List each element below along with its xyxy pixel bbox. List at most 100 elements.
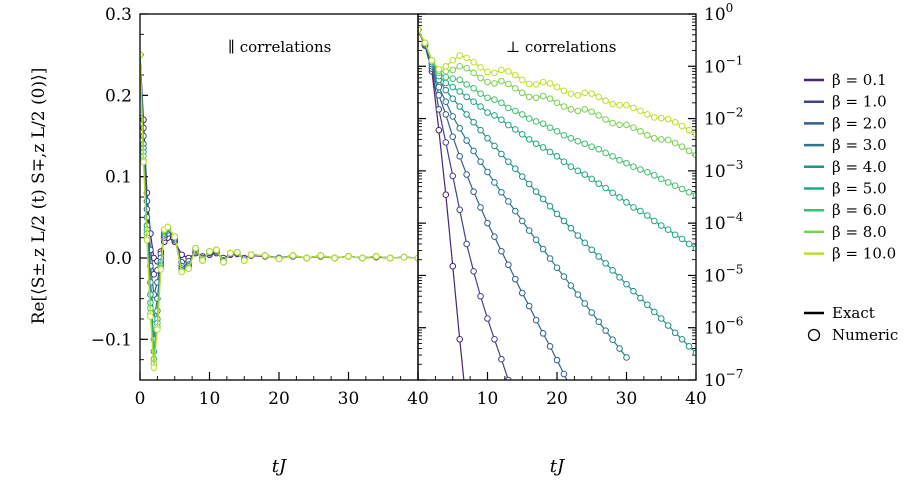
- series-point-beta-3: [560, 273, 568, 280]
- series-point-beta-7: [609, 119, 616, 127]
- series-point-beta-7: [532, 94, 540, 102]
- series-point-beta-8: [518, 76, 526, 84]
- series-point-beta-1: [505, 376, 512, 380]
- series-point-beta-8: [546, 80, 554, 87]
- left-series-group: [140, 51, 418, 372]
- right-y-tick-label: 10−2: [704, 106, 743, 130]
- series-point-beta-7: [477, 74, 484, 82]
- series-point-beta-1: [484, 315, 491, 322]
- series-point-beta-8: [553, 83, 561, 91]
- series-point-beta-4: [581, 239, 589, 247]
- series-point-beta-4: [616, 274, 623, 281]
- series-point-beta-7: [491, 80, 498, 87]
- series-point-beta-7: [546, 95, 554, 102]
- series-point-beta-7: [525, 93, 533, 101]
- legend-label-beta-6: β = 6.0: [832, 201, 887, 219]
- series-point-beta-7: [567, 106, 575, 113]
- right-y-tick-label: 10−5: [704, 262, 743, 286]
- series-point-beta-8: [574, 91, 582, 99]
- series-point-beta-3: [491, 179, 498, 186]
- series-point-beta-7: [595, 112, 603, 119]
- series-point-beta-8: [623, 101, 630, 109]
- series-line-beta-3: [140, 54, 418, 320]
- series-point-beta-8: [240, 257, 248, 264]
- series-point-beta-8: [484, 68, 491, 76]
- series-point-beta-4: [630, 287, 637, 295]
- series-point-beta-2: [546, 343, 554, 350]
- series-point-beta-8: [171, 233, 179, 241]
- series-point-beta-8: [247, 251, 255, 259]
- right-plot-frame: [417, 13, 697, 381]
- series-point-beta-7: [574, 107, 582, 115]
- series-line-beta-0: [140, 54, 418, 263]
- series-line-beta-7: [140, 54, 418, 364]
- series-point-beta-8: [671, 118, 679, 126]
- series-point-beta-2: [456, 152, 464, 160]
- series-point-beta-7: [644, 131, 651, 139]
- series-point-beta-8: [373, 253, 380, 260]
- series-point-beta-4: [484, 134, 491, 142]
- series-point-beta-6: [518, 111, 526, 118]
- series-point-beta-8: [664, 115, 672, 123]
- right-y-tick-label: 10−3: [704, 158, 743, 182]
- series-point-beta-4: [546, 203, 554, 210]
- series-point-beta-6: [470, 84, 477, 92]
- series-point-beta-4: [532, 188, 540, 195]
- series-point-beta-7: [678, 143, 686, 150]
- right-x-tick-label: 10: [477, 389, 499, 409]
- series-line-beta-1: [418, 29, 509, 380]
- series-point-beta-4: [512, 165, 519, 172]
- series-point-beta-8: [595, 93, 603, 101]
- series-point-beta-2: [449, 133, 457, 140]
- left-y-tick-label: 0.0: [105, 249, 132, 269]
- series-point-beta-8: [227, 249, 234, 257]
- series-point-beta-8: [470, 58, 477, 66]
- series-point-beta-5: [692, 245, 696, 252]
- series-point-beta-3: [456, 125, 464, 132]
- series-point-beta-1: [477, 292, 484, 300]
- series-point-beta-8: [220, 258, 227, 266]
- series-point-beta-3: [623, 354, 630, 361]
- series-point-beta-5: [442, 79, 450, 87]
- series-point-beta-8: [154, 326, 161, 333]
- series-point-beta-6: [692, 192, 696, 199]
- series-point-beta-8: [428, 57, 436, 64]
- series-point-beta-6: [539, 120, 547, 127]
- series-point-beta-3: [602, 327, 609, 334]
- series-point-beta-7: [456, 62, 464, 70]
- series-point-beta-8: [539, 78, 547, 86]
- y-axis-label: Re[⟨S±,z L/2 (t) S∓,z L/2 (0)⟩]: [29, 68, 49, 325]
- series-point-beta-7: [685, 147, 693, 155]
- series-point-beta-1: [449, 172, 457, 180]
- series-point-beta-8: [421, 39, 429, 47]
- series-point-beta-8: [261, 252, 269, 259]
- series-point-beta-3: [463, 137, 470, 144]
- left-y-tick-label: 0.2: [105, 86, 132, 106]
- series-point-beta-7: [651, 134, 658, 142]
- series-point-beta-4: [463, 111, 470, 118]
- series-point-beta-6: [512, 107, 519, 115]
- series-point-beta-2: [442, 111, 450, 118]
- series-point-beta-8: [692, 131, 696, 138]
- series-point-beta-4: [456, 103, 464, 110]
- series-point-beta-6: [463, 81, 470, 88]
- series-point-beta-8: [644, 111, 651, 118]
- series-point-beta-4: [664, 322, 672, 329]
- series-point-beta-3: [525, 227, 533, 234]
- series-point-beta-5: [525, 136, 533, 143]
- series-point-beta-8: [609, 100, 616, 108]
- series-point-beta-6: [657, 175, 665, 183]
- series-point-beta-3: [553, 264, 561, 272]
- series-point-beta-8: [491, 69, 498, 77]
- series-point-beta-8: [567, 90, 575, 97]
- series-point-beta-5: [498, 116, 505, 124]
- legend-label-numeric: Numeric: [832, 326, 898, 344]
- series-point-beta-4: [623, 280, 630, 288]
- series-point-beta-5: [637, 207, 644, 215]
- series-point-beta-5: [616, 194, 623, 201]
- series-point-beta-5: [644, 212, 651, 219]
- series-point-beta-4: [657, 315, 665, 322]
- series-point-beta-6: [630, 163, 637, 171]
- series-point-beta-5: [456, 88, 464, 95]
- series-point-beta-8: [456, 52, 464, 59]
